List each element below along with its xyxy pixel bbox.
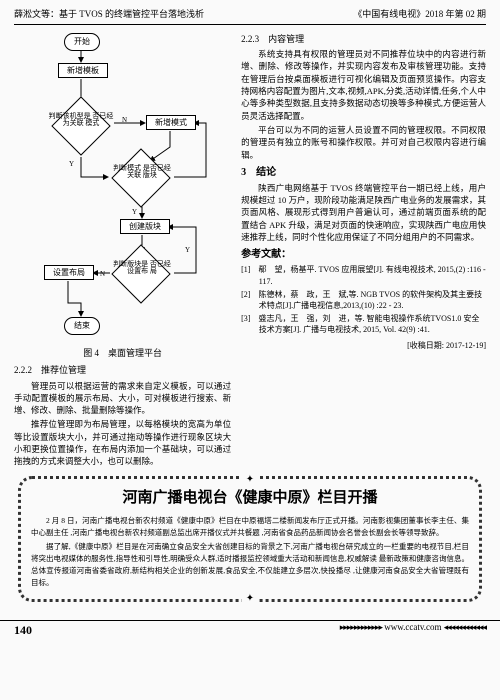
fc-end: 结束 xyxy=(64,317,100,335)
page-footer: 140 ▸▸▸▸▸▸▸▸▸▸▸▸ www.ccatv.com ◂◂◂◂◂◂◂◂◂… xyxy=(0,620,500,639)
section-2-2-2-title: 2.2.2 推荐位管理 xyxy=(14,364,231,378)
fc-label-n2: N xyxy=(100,269,105,280)
flowchart-figure-4: 开始 新增模板 判断该机型是 否已经为关联 模式 新增模式 判断模式 是否已经关… xyxy=(20,33,231,343)
fc-start: 开始 xyxy=(64,33,100,51)
page-header: 薛淞文等：基于 TVOS 的终端管控平台落地浅析 《中国有线电视》2018 年第… xyxy=(14,8,486,25)
fc-label-y2: Y xyxy=(132,207,137,218)
section-2-2-2-p2: 推荐位管理即为布局管理，以每格模块的宽高为单位等比设置版块大小，并可通过拖动等操… xyxy=(14,418,231,467)
section-2-2-3-p1: 系统支持具有权限的管理员对不同推荐位块中的内容进行新增、删除、修改等操作，并实现… xyxy=(241,48,486,122)
fc-add-template: 新增模板 xyxy=(58,63,108,79)
news-p1: 2 月 8 日，河南广播电视台新农村频道《健康中原》栏目在中原福塔二楼新闻发布厅… xyxy=(31,515,469,539)
fc-decision-2: 判断模式 是否已经关联 版块 xyxy=(112,165,172,180)
news-box: 河南广播电视台《健康中原》栏目开播 2 月 8 日，河南广播电视台新农村频道《健… xyxy=(18,476,482,603)
reference-1: [1] 郗 望，杨基平. TVOS 应用展望[J]. 有线电视技术, 2015,… xyxy=(241,264,486,286)
reference-2: [2] 陈德林，蔡 政，王 斌,等. NGB TVOS 的软件架构及其主要技术特… xyxy=(241,289,486,311)
reference-3: [3] 盛志凡，王 强，刘 进，等. 智能电视操作系统TVOS1.0 安全技术方… xyxy=(241,313,486,335)
fc-decision-3: 判断版块是 否已经设置布 局 xyxy=(112,261,172,276)
section-2-2-3-title: 2.2.3 内容管理 xyxy=(241,33,486,47)
header-left: 薛淞文等：基于 TVOS 的终端管控平台落地浅析 xyxy=(14,8,204,22)
section-3-title: 3 结论 xyxy=(241,165,486,180)
section-2-2-2-p1: 管理员可以根据运营的需求来自定义模板，可以通过手动配置模板的展示布局、大小，可对… xyxy=(14,380,231,417)
news-title: 河南广播电视台《健康中原》栏目开播 xyxy=(31,487,469,510)
section-2-2-3-p2: 平台可以为不同的运营人员设置不同的管理权限。不同权限的管理员有独立的账号和操作权… xyxy=(241,124,486,161)
header-right: 《中国有线电视》2018 年第 02 期 xyxy=(353,8,486,22)
fc-label-n1: N xyxy=(122,115,127,126)
fc-set-layout: 设置布局 xyxy=(44,265,94,281)
references-title: 参考文献： xyxy=(241,247,486,262)
received-date: [收稿日期: 2017-12-19] xyxy=(241,340,486,352)
news-p2: 据了解,《健康中原》栏目是在河南确立食品安全大省创建目标的背景之下,河南广播电视… xyxy=(31,541,469,589)
section-3-p1: 陕西广电网络基于 TVOS 终端管控平台一期已经上线，用户规模超过 10 万户，… xyxy=(241,182,486,244)
fc-create-block: 创建版块 xyxy=(120,219,170,235)
footer-url: ▸▸▸▸▸▸▸▸▸▸▸▸ www.ccatv.com ◂◂◂◂◂◂◂◂◂◂◂◂ xyxy=(340,621,486,635)
fc-decision-1: 判断该机型是 否已经为关联 模式 xyxy=(48,113,114,128)
page-number: 140 xyxy=(14,621,32,639)
figure-4-caption: 图 4 桌面管理平台 xyxy=(14,347,231,361)
fc-add-mode: 新增模式 xyxy=(146,115,196,131)
fc-label-y1: Y xyxy=(69,159,74,170)
fc-label-y3: Y xyxy=(185,245,190,256)
